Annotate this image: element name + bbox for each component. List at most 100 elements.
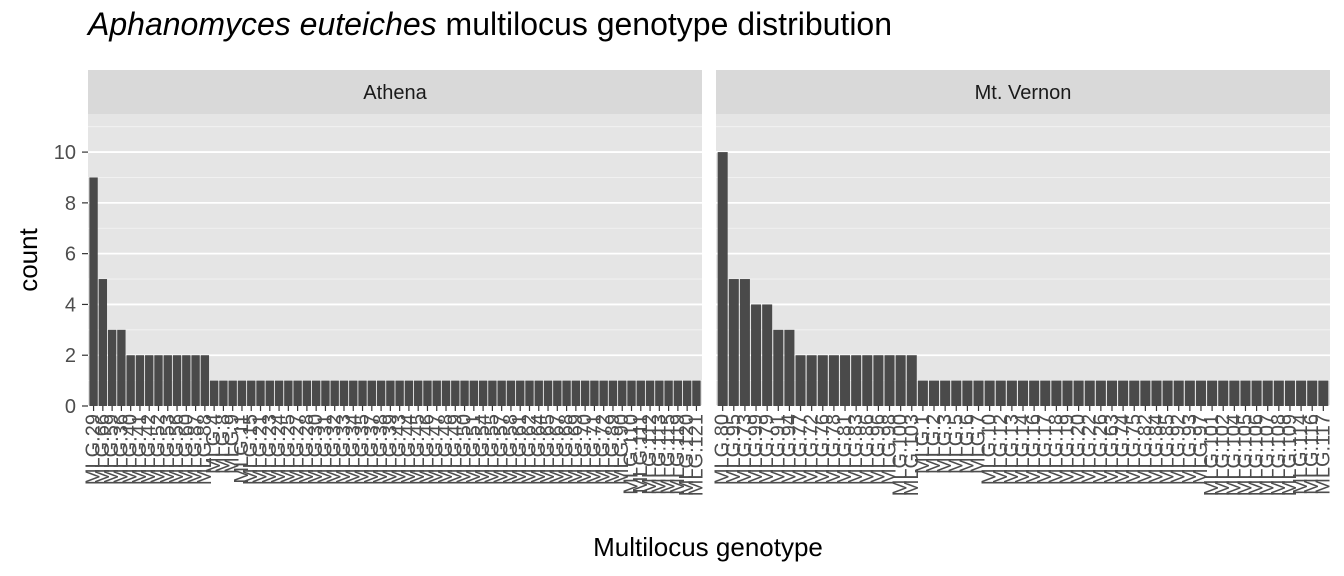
bar — [534, 380, 543, 406]
x-tick-label: MLG.111 — [630, 414, 652, 493]
bar — [1118, 380, 1129, 406]
x-tick-label: MLG.79 — [756, 414, 778, 485]
bar — [1195, 380, 1206, 406]
x-tick-label: MLG.63 — [1101, 414, 1123, 485]
bar — [395, 380, 404, 406]
x-tick-label: MLG.85 — [1157, 414, 1179, 485]
x-tick-label: MLG.36 — [110, 414, 132, 485]
chart-title-rest: multilocus genotype distribution — [436, 6, 893, 42]
bar — [1296, 380, 1307, 406]
x-tick-label: MLG.72 — [593, 414, 615, 485]
x-tick-label: MLG.15 — [240, 414, 262, 485]
bar — [302, 380, 312, 406]
x-tick-label: MLG.23 — [259, 414, 281, 485]
x-tick-label: MLG.102 — [1212, 414, 1234, 496]
x-tick-label: MLG.119 — [667, 414, 689, 495]
x-tick-label: MLG.10 — [979, 414, 1001, 485]
x-tick-label: MLG.3 — [934, 414, 956, 474]
x-tick-label: MLG.98 — [879, 414, 901, 485]
bar — [1318, 380, 1329, 406]
bar — [627, 380, 636, 406]
bar — [543, 380, 553, 406]
x-tick-label: MLG.4 — [203, 414, 225, 474]
x-tick-label: MLG.28 — [296, 414, 318, 485]
bar — [1173, 380, 1184, 406]
bar — [580, 380, 590, 406]
bar — [751, 304, 762, 406]
bar — [1106, 380, 1117, 406]
bar — [1218, 380, 1229, 406]
x-tick-label: MLG.29 — [83, 414, 105, 485]
bar — [739, 279, 750, 406]
bar — [117, 329, 126, 406]
bar — [655, 380, 664, 406]
bar — [906, 355, 917, 406]
x-tick-label: MLG.77 — [790, 414, 812, 485]
bar — [237, 380, 247, 406]
bar — [562, 380, 571, 406]
bar — [358, 380, 367, 406]
bar — [506, 380, 516, 406]
x-axis-title: Multilocus genotype — [593, 532, 823, 562]
x-tick-label: MLG.43 — [389, 414, 411, 485]
x-tick-label: MLG.49 — [444, 414, 466, 485]
bar — [806, 355, 817, 406]
bar — [200, 355, 210, 406]
bar — [182, 355, 191, 406]
bar — [784, 329, 795, 406]
x-tick-label: MLG.48 — [435, 414, 457, 485]
x-tick-label: MLG.113 — [648, 414, 670, 495]
bar — [817, 355, 828, 406]
x-tick-label: MLG.11 — [231, 414, 253, 484]
x-tick-label: MLG.9 — [222, 414, 244, 474]
bar — [145, 355, 154, 406]
bar — [828, 355, 839, 406]
bar — [984, 380, 995, 406]
x-tick-label: MLG.12 — [990, 414, 1012, 485]
x-tick-label: MLG.103 — [901, 414, 923, 496]
x-tick-label: MLG.95 — [723, 414, 745, 485]
x-tick-label: MLG.47 — [426, 414, 448, 485]
bar — [1262, 380, 1273, 406]
bar — [618, 380, 627, 406]
x-tick-label: MLG.114 — [1290, 414, 1312, 495]
bar — [441, 380, 451, 406]
x-tick-label: MLG.18 — [1045, 414, 1067, 485]
bar — [862, 355, 873, 406]
bar — [423, 380, 432, 406]
x-tick-label: MLG.22 — [1079, 414, 1101, 485]
bar — [940, 380, 951, 406]
x-tick-label: MLG.17 — [1034, 414, 1056, 485]
bar — [873, 355, 884, 406]
x-tick-label: MLG.80 — [712, 414, 734, 485]
bar — [553, 380, 562, 406]
bar — [692, 380, 701, 406]
x-tick-label: MLG.116 — [1301, 414, 1323, 495]
x-tick-label: MLG.56 — [166, 414, 188, 485]
bar — [1284, 380, 1295, 406]
bar — [1251, 380, 1262, 406]
x-tick-label: MLG.1 — [912, 414, 934, 474]
bar — [884, 355, 895, 406]
bar — [1162, 380, 1173, 406]
bar — [191, 355, 200, 406]
bar — [1151, 380, 1162, 406]
x-tick-label: MLG.92 — [1168, 414, 1190, 485]
bar — [728, 279, 739, 406]
bar — [762, 304, 773, 406]
x-tick-label: MLG.19 — [1056, 414, 1078, 485]
x-tick-label: MLG.67 — [546, 414, 568, 485]
bar — [1207, 380, 1218, 406]
x-tick-label: MLG.84 — [1145, 414, 1167, 485]
bar — [995, 380, 1006, 406]
facet-label: Mt. Vernon — [975, 82, 1072, 104]
bar — [311, 380, 321, 406]
bar — [488, 380, 497, 406]
x-tick-label: MLG.73 — [734, 414, 756, 485]
x-tick-label: MLG.21 — [250, 414, 272, 485]
bar — [840, 355, 851, 406]
x-tick-label: MLG.69 — [565, 414, 587, 485]
x-tick-label: MLG.64 — [528, 414, 550, 485]
x-tick-label: MLG.110 — [621, 414, 643, 495]
bar — [89, 177, 98, 406]
